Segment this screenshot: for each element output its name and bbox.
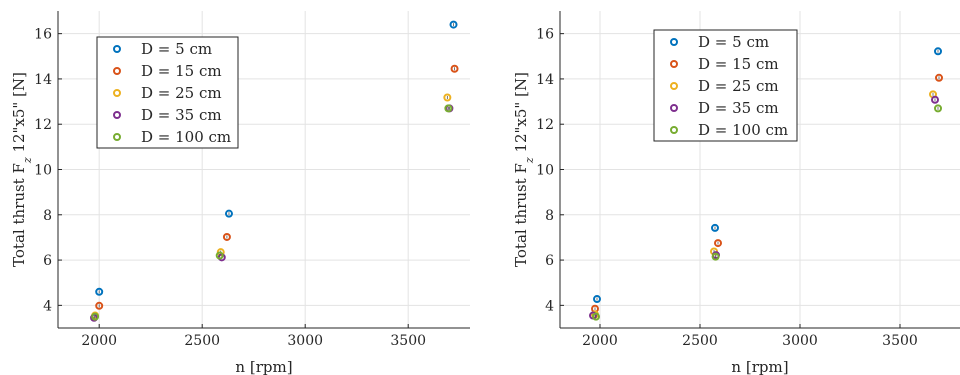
data-point bbox=[592, 312, 600, 321]
y-tick-label: 6 bbox=[545, 253, 554, 269]
legend-entry: D = 35 cm bbox=[698, 99, 779, 117]
legend-marker bbox=[113, 89, 121, 97]
legend: D = 5 cm D = 15 cm D = 25 cm D = 35 cm D = 1… bbox=[96, 36, 239, 149]
data-point bbox=[934, 47, 942, 56]
x-axis-label: n [rpm] bbox=[731, 358, 788, 375]
x-axis-label: n [rpm] bbox=[235, 358, 292, 375]
legend-marker bbox=[113, 111, 121, 119]
y-tick-label: 12 bbox=[34, 117, 52, 133]
y-tick-label: 4 bbox=[545, 298, 554, 314]
legend-marker bbox=[670, 38, 678, 46]
y-tick-label: 6 bbox=[43, 253, 52, 269]
legend: D = 5 cm D = 15 cm D = 25 cm D = 35 cm D = 1… bbox=[653, 29, 798, 142]
y-tick-label: 8 bbox=[43, 208, 52, 224]
data-point bbox=[443, 93, 452, 102]
y-tick-label: 10 bbox=[536, 163, 554, 179]
legend-marker bbox=[670, 104, 678, 112]
data-point bbox=[935, 73, 943, 82]
y-axis-label: Total thrust Fz 12"x5" [N] bbox=[512, 72, 536, 267]
data-point bbox=[222, 232, 231, 241]
y-tick-label: 14 bbox=[34, 72, 52, 88]
legend-entry: D = 25 cm bbox=[698, 77, 779, 95]
y-tick-label: 14 bbox=[536, 72, 554, 88]
y-tick-label: 4 bbox=[43, 298, 52, 314]
data-point bbox=[444, 104, 453, 113]
x-tick-label: 2000 bbox=[582, 333, 618, 349]
y-axis-label: Total thrust Fz 12"x5" [N] bbox=[10, 72, 34, 267]
x-tick-label: 2500 bbox=[184, 333, 220, 349]
legend-entry: D = 5 cm bbox=[698, 33, 769, 51]
legend-marker bbox=[113, 45, 121, 53]
x-tick-label: 3500 bbox=[882, 333, 918, 349]
legend-entry: D = 100 cm bbox=[141, 128, 231, 146]
data-point bbox=[450, 64, 459, 73]
legend-marker bbox=[670, 126, 678, 134]
data-point bbox=[931, 95, 939, 104]
legend-entry: D = 25 cm bbox=[141, 84, 222, 102]
data-point bbox=[95, 301, 104, 310]
legend-marker bbox=[670, 82, 678, 90]
y-tick-label: 16 bbox=[34, 27, 52, 43]
legend-entry: D = 15 cm bbox=[141, 62, 222, 80]
y-tick-label: 8 bbox=[545, 208, 554, 224]
x-tick-label: 2000 bbox=[81, 333, 117, 349]
legend-entry: D = 5 cm bbox=[141, 40, 212, 58]
x-tick-label: 3000 bbox=[287, 333, 323, 349]
chart-panel-2: 2000 2500 3000 3500 4 6 8 10 12 14 16 n [rpm] Total … bbox=[512, 11, 960, 375]
legend-entry: D = 35 cm bbox=[141, 106, 222, 124]
legend-marker bbox=[113, 133, 121, 141]
data-point bbox=[714, 239, 722, 248]
data-point bbox=[215, 251, 224, 260]
data-point bbox=[95, 287, 104, 296]
x-tick-label: 2500 bbox=[682, 333, 718, 349]
legend-entry: D = 100 cm bbox=[698, 121, 788, 139]
data-point bbox=[934, 104, 942, 113]
legend-entry: D = 15 cm bbox=[698, 55, 779, 73]
data-point bbox=[711, 223, 719, 232]
data-point bbox=[711, 252, 720, 261]
data-point bbox=[593, 295, 601, 304]
data-point bbox=[224, 209, 233, 218]
legend-marker bbox=[670, 60, 678, 68]
data-point bbox=[449, 20, 458, 29]
x-tick-label: 3500 bbox=[390, 333, 426, 349]
data-point bbox=[91, 312, 100, 321]
x-tick-label: 3000 bbox=[782, 333, 818, 349]
y-tick-label: 12 bbox=[536, 117, 554, 133]
y-tick-label: 10 bbox=[34, 163, 52, 179]
legend-marker bbox=[113, 67, 121, 75]
chart-panel-1: 2000 2500 3000 3500 4 6 8 10 12 14 16 n [rpm] Total … bbox=[10, 11, 470, 375]
y-tick-label: 16 bbox=[536, 27, 554, 43]
